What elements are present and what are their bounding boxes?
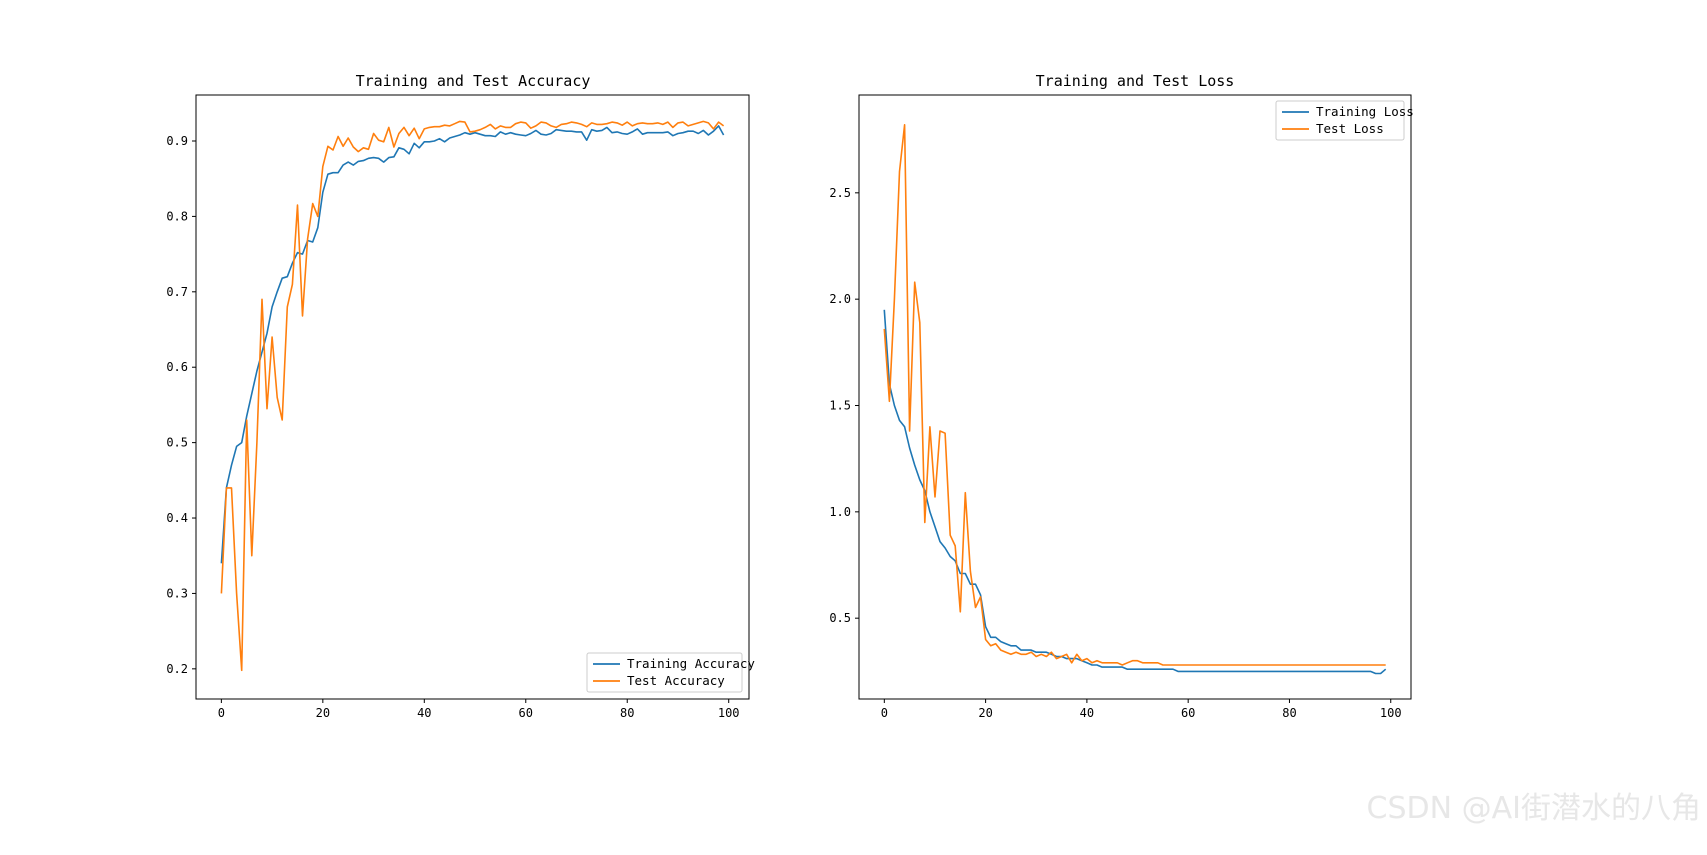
training-accuracy-line <box>220 125 725 564</box>
series-lines <box>220 120 725 672</box>
x-axis: 0 20 40 60 80 100 <box>218 699 740 720</box>
chart-title: Training and Test Loss <box>1036 72 1235 90</box>
training-loss-line <box>883 309 1387 675</box>
y-tick-label: 2.5 <box>829 186 851 200</box>
x-tick-label: 60 <box>519 706 533 720</box>
legend-label: Training Loss <box>1316 104 1414 119</box>
y-tick-label: 0.5 <box>829 611 851 625</box>
accuracy-chart: Training and Test Accuracy 0.20.30.40.50… <box>166 72 755 720</box>
series-lines <box>883 124 1387 675</box>
y-tick-label: 0.8 <box>166 209 188 223</box>
x-tick-label: 80 <box>620 706 634 720</box>
x-tick-label: 20 <box>978 706 992 720</box>
y-tick-label: 0.2 <box>166 662 188 676</box>
x-tick-label: 20 <box>316 706 330 720</box>
x-tick-label: 40 <box>417 706 431 720</box>
chart-title: Training and Test Accuracy <box>356 72 591 90</box>
y-tick-label: 0.6 <box>166 360 188 374</box>
x-tick-label: 60 <box>1181 706 1195 720</box>
y-tick-label: 0.7 <box>166 285 188 299</box>
test-accuracy-line <box>220 120 725 672</box>
x-tick-label: 80 <box>1282 706 1296 720</box>
legend-box <box>586 652 743 693</box>
y-tick-label: 1.0 <box>829 505 851 519</box>
x-tick-label: 40 <box>1080 706 1094 720</box>
y-tick-label: 2.0 <box>829 292 851 306</box>
y-axis: 0.2 0.3 0.4 0.5 0.6 0.7 0.8 0.9 <box>166 134 196 676</box>
y-axis: 0.5 1.0 1.5 2.0 2.5 <box>829 186 859 625</box>
y-tick-label: 0.5 <box>166 436 188 450</box>
legend-label: Training Accuracy <box>627 656 755 671</box>
y-tick-label: 1.5 <box>829 399 851 413</box>
x-tick-label: 0 <box>881 706 888 720</box>
legend-box <box>1275 100 1405 141</box>
x-tick-label: 100 <box>1380 706 1402 720</box>
x-axis: 0 20 40 60 80 100 <box>881 699 1402 720</box>
watermark: CSDN @AI街潜水的八角 <box>1366 791 1701 826</box>
legend-label: Test Loss <box>1316 121 1384 136</box>
legend-label: Test Accuracy <box>627 673 725 688</box>
y-tick-label: 0.3 <box>166 586 188 600</box>
x-tick-label: 0 <box>218 706 225 720</box>
loss-chart: Training and Test Loss 0.5 1.0 1.5 2.0 2.5 0… <box>829 72 1414 720</box>
legend: Training Accuracy Test Accuracy <box>586 652 755 693</box>
x-tick-label: 100 <box>718 706 740 720</box>
plot-frame <box>195 94 750 700</box>
legend: Training Loss Test Loss <box>1275 100 1414 141</box>
y-tick-label: 0.9 <box>166 134 188 148</box>
test-loss-line <box>883 124 1386 666</box>
plot-frame <box>858 94 1412 700</box>
y-tick-label: 0.4 <box>166 511 188 525</box>
